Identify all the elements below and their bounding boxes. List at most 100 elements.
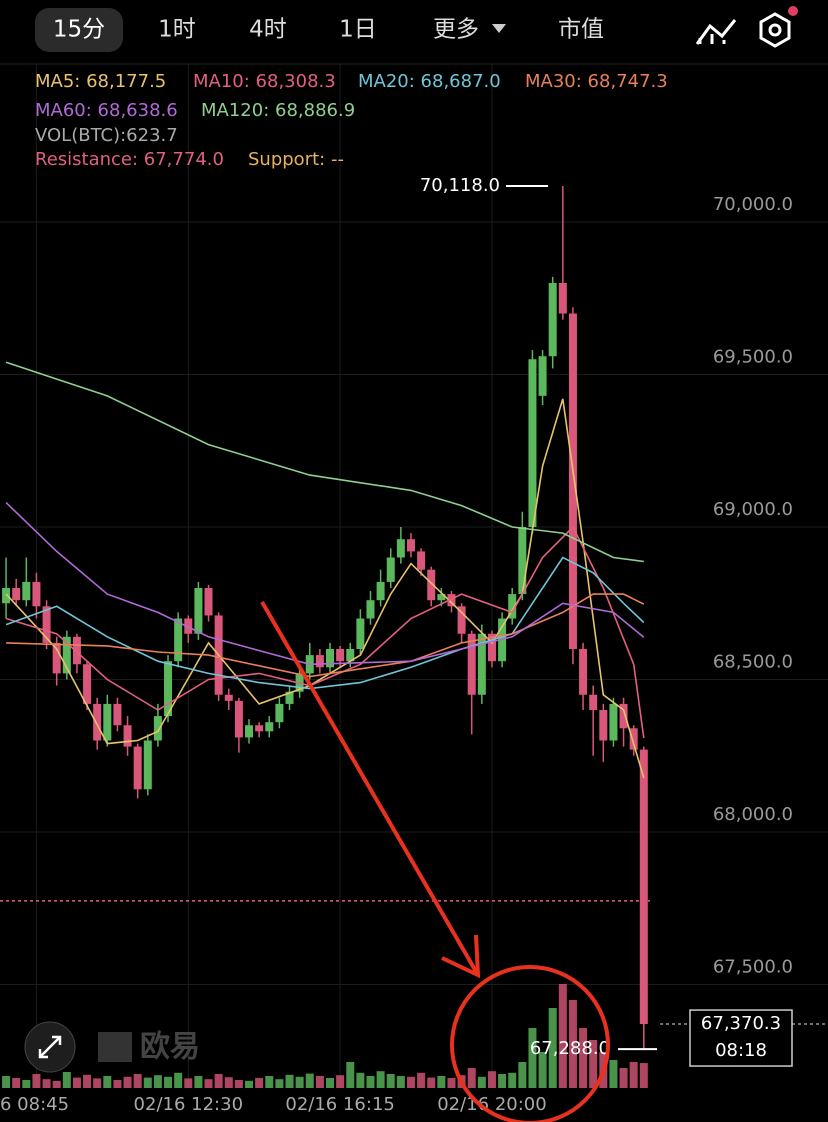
candle-body — [72, 636, 81, 665]
volume-bar — [498, 1074, 507, 1088]
candle-body — [285, 691, 294, 704]
volume-bar — [255, 1078, 264, 1088]
volume-bar — [356, 1072, 365, 1088]
candle-body — [528, 359, 537, 527]
volume-bar — [619, 1068, 628, 1088]
x-tick-label: 02/16 20:00 — [437, 1094, 546, 1115]
candle-body — [609, 703, 618, 741]
candle-body — [619, 703, 628, 729]
candle-body — [356, 618, 365, 649]
volume-bar — [265, 1076, 274, 1088]
annotation-circle — [450, 965, 610, 1122]
volume-bar — [376, 1071, 385, 1088]
tab[interactable]: 1时 — [158, 17, 196, 43]
y-tick-label: 68,500.0 — [713, 652, 793, 673]
candle-body — [42, 606, 51, 643]
volume-bar — [386, 1074, 395, 1088]
candle-body — [406, 539, 415, 552]
volume-bar — [22, 1080, 31, 1088]
candle-body — [194, 588, 203, 634]
volume-bar — [174, 1072, 183, 1088]
candle-body — [143, 740, 152, 790]
candle-body — [22, 581, 31, 601]
legend-entry: MA60: 68,638.6 — [35, 100, 178, 121]
volume-bar — [52, 1080, 61, 1088]
volume-bar — [518, 1062, 527, 1088]
legend-entry: MA30: 68,747.3 — [525, 71, 668, 92]
watermark: 欧易 — [24, 1021, 200, 1073]
candle-body — [447, 594, 456, 607]
candle-body — [123, 725, 132, 747]
candle-body — [255, 725, 264, 732]
ma-line — [5, 556, 645, 690]
candle-body — [366, 600, 375, 619]
candle-body — [579, 649, 588, 695]
expand-icon — [38, 1035, 62, 1059]
y-tick-label: 67,500.0 — [713, 957, 793, 978]
candle-body — [326, 649, 334, 668]
candle-body — [164, 661, 173, 717]
volume-bar — [447, 1078, 456, 1088]
tab[interactable]: 4时 — [249, 17, 287, 43]
notification-dot — [788, 6, 798, 16]
candle-body — [184, 618, 193, 634]
volume-bar — [113, 1080, 122, 1088]
volume-bar — [487, 1071, 496, 1088]
candle-body — [113, 703, 122, 726]
tab[interactable]: 1日 — [339, 17, 377, 43]
volume-bar — [245, 1080, 254, 1088]
annotation-arrow — [260, 600, 610, 1122]
indicator-icon[interactable] — [695, 19, 737, 45]
candle-body — [234, 700, 243, 738]
ma-line — [5, 502, 645, 666]
candle-body — [346, 649, 355, 662]
volume-bar — [417, 1072, 426, 1088]
volume-bar — [508, 1072, 517, 1088]
dropdown-arrow[interactable] — [492, 24, 506, 33]
volume-bar — [204, 1079, 213, 1088]
legend-entry: MA5: 68,177.5 — [35, 71, 166, 92]
volume-bar — [568, 1000, 577, 1088]
volume-bar — [639, 1063, 648, 1088]
volume-bar — [194, 1076, 203, 1088]
resistance-legend: Resistance: 67,774.0 — [35, 149, 224, 170]
volume-bar — [326, 1078, 334, 1088]
candle-body — [558, 283, 567, 314]
toolbar-icons — [492, 6, 798, 48]
candle-body — [599, 710, 608, 741]
volume-bar — [437, 1076, 446, 1088]
volume-bar — [609, 1060, 618, 1088]
high-marker-label: 70,118.0 — [420, 175, 500, 196]
tab[interactable]: 15分 — [53, 17, 105, 43]
candle-body — [467, 633, 476, 695]
candle-body — [224, 694, 233, 701]
candle-body — [245, 725, 254, 738]
volume-bar — [467, 1068, 476, 1088]
volume-bar — [143, 1077, 152, 1088]
volume-bar — [164, 1076, 173, 1088]
candle-body — [538, 356, 547, 396]
candle-body — [52, 642, 61, 674]
active-tab-bg — [35, 8, 123, 52]
volume-bar — [629, 1062, 638, 1088]
support-legend: Support: -- — [248, 149, 344, 170]
candle-body — [548, 283, 557, 357]
volume-bar — [315, 1076, 324, 1088]
settings-icon[interactable] — [759, 12, 791, 48]
candle-body — [396, 539, 405, 558]
volume-bar — [275, 1079, 284, 1088]
y-tick-label: 69,000.0 — [713, 499, 793, 520]
x-tick-label: 02/16 16:15 — [285, 1094, 394, 1115]
volume-bar — [295, 1076, 304, 1088]
volume-bar — [396, 1076, 405, 1088]
volume-bar — [305, 1073, 314, 1088]
countdown-label: 08:18 — [715, 1040, 767, 1061]
candle-body — [417, 551, 426, 570]
candle-body — [275, 703, 284, 723]
tab[interactable]: 市值 — [558, 17, 604, 43]
y-tick-label: 68,000.0 — [713, 804, 793, 825]
volume-bar — [153, 1075, 162, 1088]
volume-bar — [72, 1077, 81, 1088]
volume-bar — [538, 1052, 547, 1088]
tab[interactable]: 更多 — [433, 17, 479, 43]
